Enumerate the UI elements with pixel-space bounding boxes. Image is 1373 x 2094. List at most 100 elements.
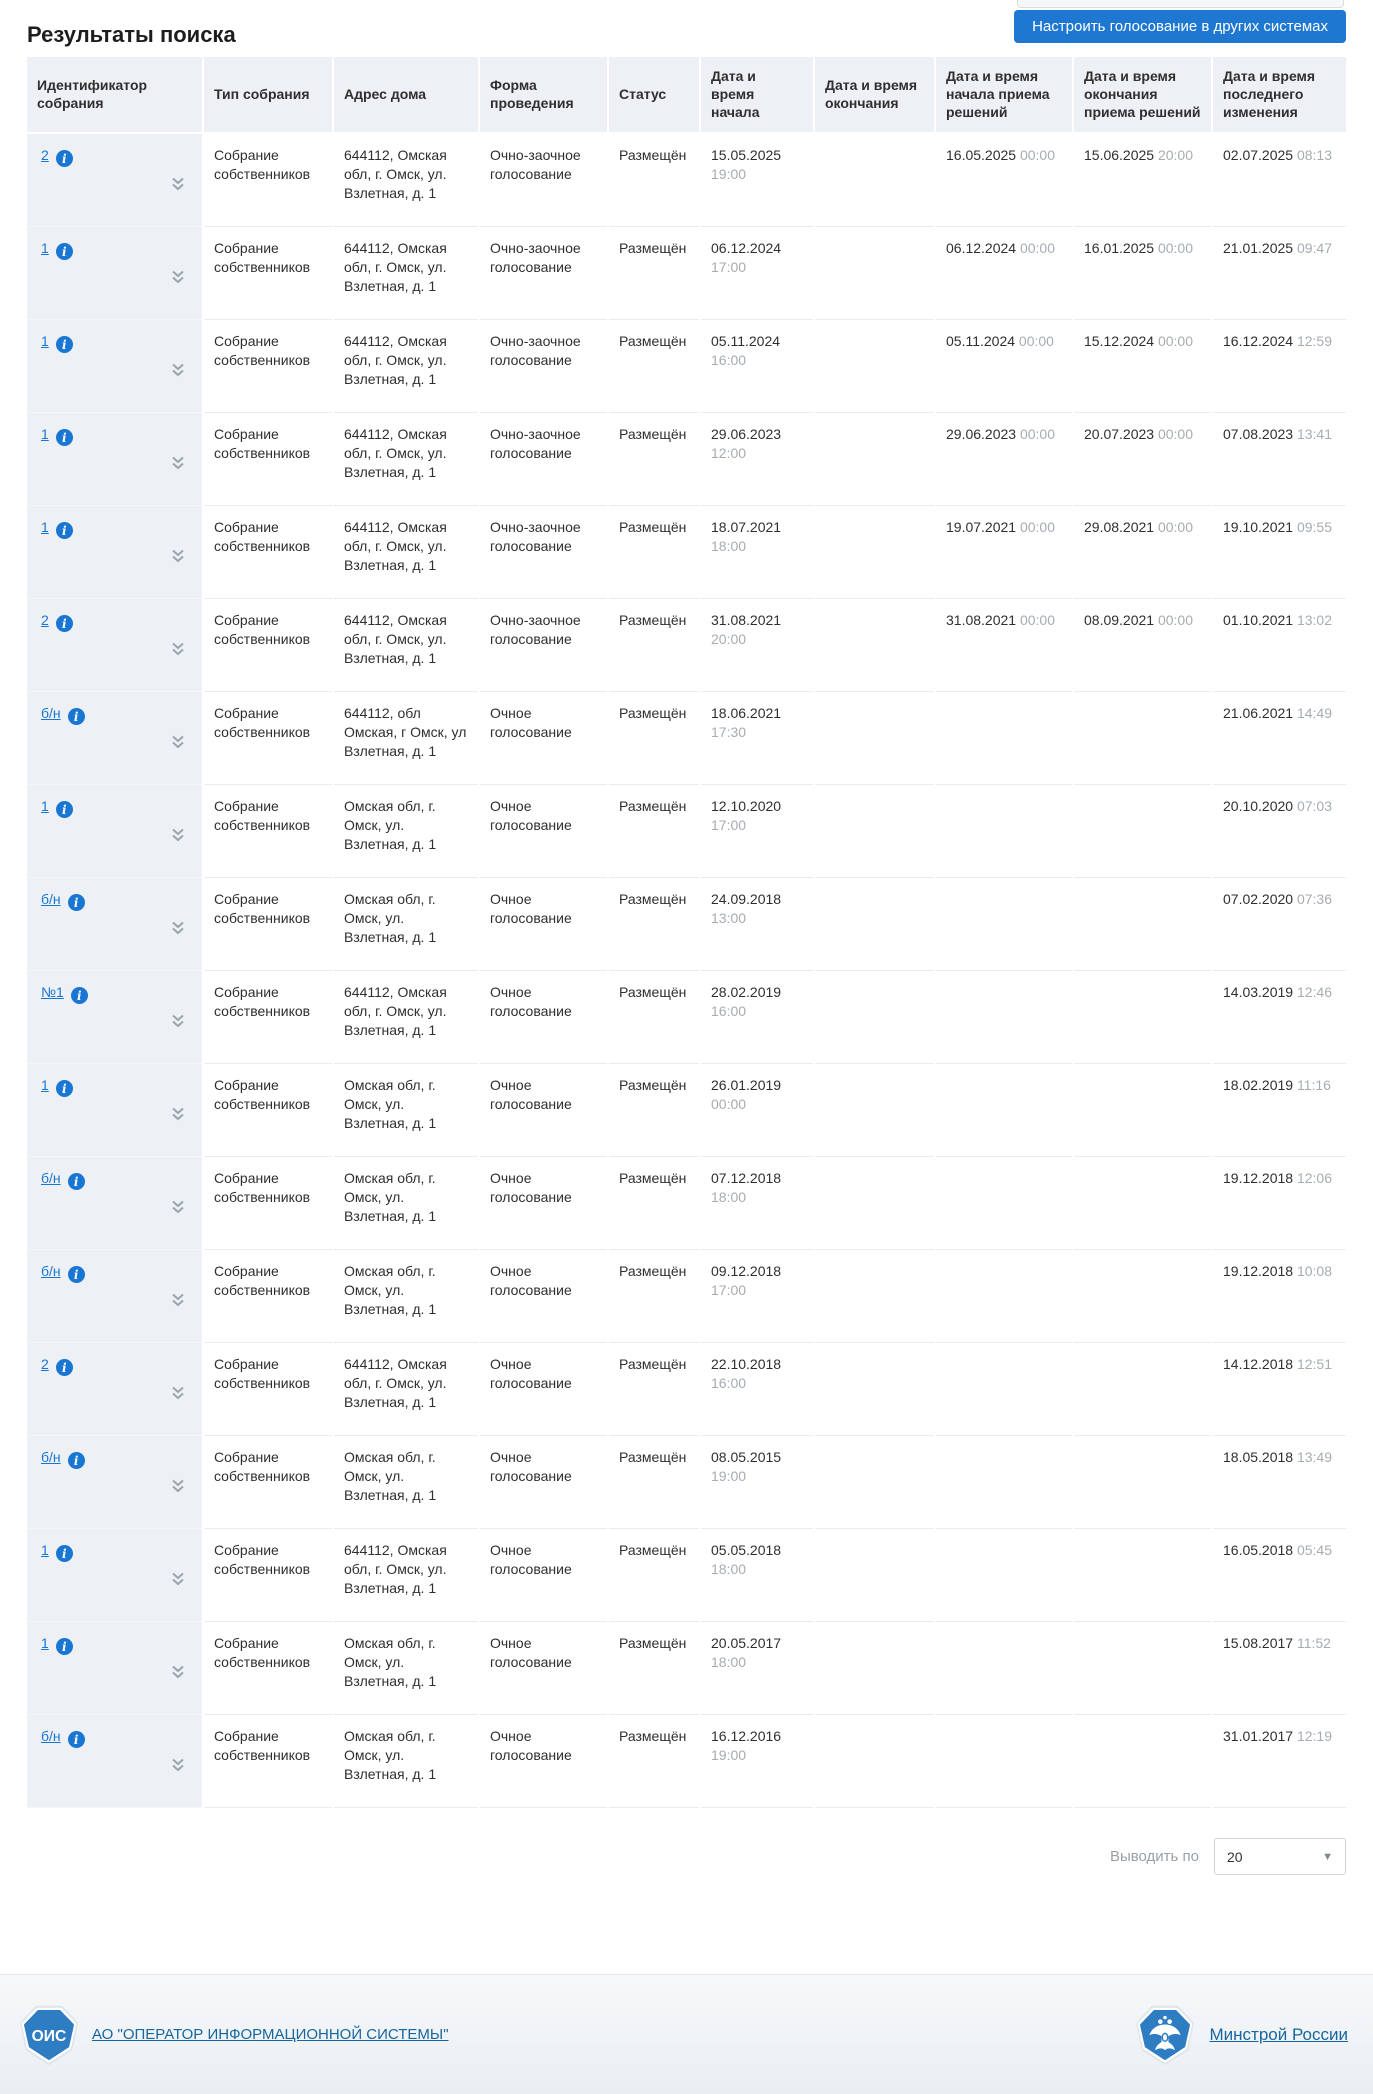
meeting-id-link[interactable]: 1 <box>41 1541 49 1558</box>
start-date: 29.06.2023 <box>711 425 782 442</box>
meeting-id-link[interactable]: 1 <box>41 425 49 442</box>
info-icon[interactable]: i <box>55 429 73 447</box>
meeting-id-link[interactable]: б/н <box>41 1448 61 1465</box>
page-size-select[interactable]: 20 ▼ <box>1214 1838 1346 1875</box>
modified-time: 13:41 <box>1296 425 1333 442</box>
start-time: 19:00 <box>711 1467 747 1484</box>
start-datetime-cell: 12.10.2020 17:00 <box>701 784 813 878</box>
info-icon[interactable]: i <box>55 243 73 261</box>
ministry-link[interactable]: Минстрой России <box>1209 2024 1349 2044</box>
info-icon[interactable]: i <box>55 1080 73 1098</box>
meeting-id-link[interactable]: б/н <box>41 704 61 721</box>
chevron-double-down-icon[interactable] <box>170 1385 186 1401</box>
page-title: Результаты поиска <box>27 22 236 47</box>
info-icon[interactable]: i <box>67 1452 85 1470</box>
decisions-start-cell: 31.08.2021 00:00 <box>936 598 1072 692</box>
decisions-end-cell: 08.09.2021 00:00 <box>1074 598 1211 692</box>
meeting-id-link[interactable]: 1 <box>41 332 49 349</box>
decisions-end-time: 00:00 <box>1157 611 1194 628</box>
decisions-start-cell <box>936 1528 1072 1622</box>
chevron-double-down-icon[interactable] <box>170 1013 186 1029</box>
meeting-id-link[interactable]: 2 <box>41 146 49 163</box>
meeting-id-link[interactable]: 2 <box>41 611 49 628</box>
meeting-id-link[interactable]: №1 <box>41 983 64 1000</box>
modified-date: 01.10.2021 <box>1223 611 1294 628</box>
info-icon[interactable]: i <box>67 1731 85 1749</box>
chevron-double-down-icon[interactable] <box>170 269 186 285</box>
meeting-type-cell: Собрание собственников <box>204 1435 332 1529</box>
house-address-cell: 644112, Омская обл, г. Омск, ул. Взлетна… <box>334 1342 478 1436</box>
meeting-id-link[interactable]: 2 <box>41 1355 49 1372</box>
meeting-id-link[interactable]: 1 <box>41 1076 49 1093</box>
start-datetime-cell: 05.11.2024 16:00 <box>701 319 813 413</box>
info-icon[interactable]: i <box>70 987 88 1005</box>
end-datetime-cell <box>815 598 934 692</box>
info-icon[interactable]: i <box>55 615 73 633</box>
decisions-end-time: 20:00 <box>1157 146 1194 163</box>
chevron-double-down-icon[interactable] <box>170 548 186 564</box>
meeting-type-cell: Собрание собственников <box>204 1249 332 1343</box>
chevron-double-down-icon[interactable] <box>170 641 186 657</box>
decisions-start-cell <box>936 1714 1072 1808</box>
house-address-cell: 644112, обл Омская, г Омск, ул Взлетная,… <box>334 691 478 785</box>
chevron-double-down-icon[interactable] <box>170 1106 186 1122</box>
chevron-double-down-icon[interactable] <box>170 1664 186 1680</box>
decisions-start-cell <box>936 877 1072 971</box>
chevron-double-down-icon[interactable] <box>170 1757 186 1773</box>
chevron-double-down-icon[interactable] <box>170 176 186 192</box>
operator-link[interactable]: АО "ОПЕРАТОР ИНФОРМАЦИОННОЙ СИСТЕМЫ" <box>92 2026 449 2043</box>
decisions-end-time: 00:00 <box>1157 332 1194 349</box>
chevron-double-down-icon[interactable] <box>170 362 186 378</box>
info-icon[interactable]: i <box>55 801 73 819</box>
status-cell: Размещён <box>609 598 699 692</box>
meeting-id-link[interactable]: б/н <box>41 890 61 907</box>
chevron-double-down-icon[interactable] <box>170 455 186 471</box>
start-time: 16:00 <box>711 351 747 368</box>
info-icon[interactable]: i <box>55 1638 73 1656</box>
meeting-id-link[interactable]: 1 <box>41 797 49 814</box>
chevron-double-down-icon[interactable] <box>170 1199 186 1215</box>
search-results-table: Идентификатор собрания Тип собрания Адре… <box>27 57 1346 1808</box>
decisions-end-date: 16.01.2025 <box>1084 239 1155 256</box>
start-datetime-cell: 16.12.2016 19:00 <box>701 1714 813 1808</box>
meeting-id-link[interactable]: б/н <box>41 1169 61 1186</box>
configure-voting-button[interactable]: Настроить голосование в других системах <box>1014 10 1346 43</box>
modified-date: 21.01.2025 <box>1223 239 1294 256</box>
info-icon[interactable]: i <box>67 894 85 912</box>
meeting-id-link[interactable]: 1 <box>41 239 49 256</box>
chevron-double-down-icon[interactable] <box>170 1478 186 1494</box>
info-icon[interactable]: i <box>55 1545 73 1563</box>
chevron-double-down-icon[interactable] <box>170 920 186 936</box>
meeting-id-link[interactable]: 1 <box>41 518 49 535</box>
meeting-id-link[interactable]: 1 <box>41 1634 49 1651</box>
meeting-type-cell: Собрание собственников <box>204 970 332 1064</box>
decisions-start-date: 06.12.2024 <box>946 239 1017 256</box>
info-icon[interactable]: i <box>67 1173 85 1191</box>
col-header-meeting-type: Тип собрания <box>204 57 332 134</box>
start-time: 17:00 <box>711 258 747 275</box>
meeting-id-link[interactable]: б/н <box>41 1262 61 1279</box>
decisions-start-cell: 06.12.2024 00:00 <box>936 226 1072 320</box>
info-icon[interactable]: i <box>55 1359 73 1377</box>
ois-logo[interactable]: ОИС <box>20 2004 78 2066</box>
ois-logo-text: ОИС <box>32 2027 67 2044</box>
info-icon[interactable]: i <box>55 522 73 540</box>
info-icon[interactable]: i <box>55 150 73 168</box>
info-icon[interactable]: i <box>67 1266 85 1284</box>
house-address-cell: 644112, Омская обл, г. Омск, ул. Взлетна… <box>334 319 478 413</box>
meeting-id-link[interactable]: б/н <box>41 1727 61 1744</box>
house-address-cell: 644112, Омская обл, г. Омск, ул. Взлетна… <box>334 1528 478 1622</box>
chevron-double-down-icon[interactable] <box>170 734 186 750</box>
minstroy-emblem-icon[interactable] <box>1135 2004 1194 2066</box>
chevron-double-down-icon[interactable] <box>170 827 186 843</box>
chevron-double-down-icon[interactable] <box>170 1571 186 1587</box>
chevron-double-down-icon[interactable] <box>170 1292 186 1308</box>
col-header-decisions-start: Дата и время начала приема решений <box>936 57 1072 134</box>
start-date: 24.09.2018 <box>711 890 782 907</box>
info-icon[interactable]: i <box>67 708 85 726</box>
info-icon[interactable]: i <box>55 336 73 354</box>
house-address-cell: 644112, Омская обл, г. Омск, ул. Взлетна… <box>334 970 478 1064</box>
